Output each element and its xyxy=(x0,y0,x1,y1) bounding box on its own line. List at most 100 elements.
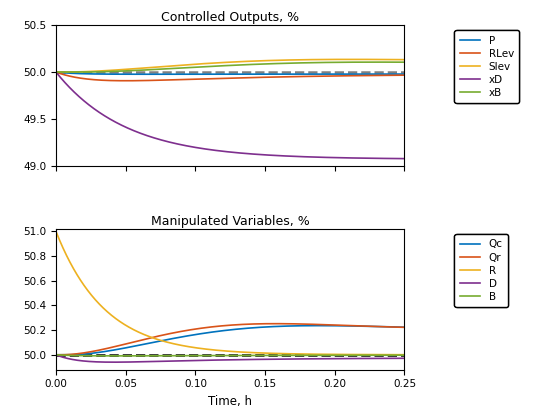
Slev xyxy=(324,57,331,62)
Legend: P, RLev, Slev, xD, xB: P, RLev, Slev, xD, xB xyxy=(455,30,519,103)
xD xyxy=(324,155,331,160)
Qr xyxy=(53,352,59,357)
R xyxy=(88,293,95,298)
D xyxy=(401,356,408,361)
xD xyxy=(194,145,200,150)
R xyxy=(330,352,337,357)
P xyxy=(147,72,154,77)
B xyxy=(401,353,408,358)
Qr xyxy=(272,321,279,326)
B xyxy=(325,353,332,358)
xB xyxy=(292,60,298,66)
Slev xyxy=(330,57,337,62)
D xyxy=(88,359,95,364)
Qc xyxy=(194,332,200,337)
Qr xyxy=(194,326,200,331)
xD xyxy=(292,154,298,159)
Qr xyxy=(292,321,299,326)
RLev xyxy=(331,74,338,79)
P xyxy=(53,70,59,75)
Qr xyxy=(325,322,332,327)
xD xyxy=(401,156,408,161)
xD xyxy=(206,147,213,152)
B xyxy=(114,353,120,358)
B xyxy=(331,353,338,358)
xD xyxy=(330,155,337,160)
Slev xyxy=(348,57,355,62)
R xyxy=(194,345,200,350)
RLev xyxy=(325,74,332,79)
xD xyxy=(53,70,59,75)
Qr xyxy=(88,349,95,354)
R xyxy=(401,352,408,357)
Slev xyxy=(206,61,213,66)
R xyxy=(53,229,59,234)
P xyxy=(207,72,213,77)
R xyxy=(324,352,331,357)
Slev xyxy=(88,69,95,74)
Qc xyxy=(331,323,338,328)
D xyxy=(194,358,200,363)
RLev xyxy=(401,73,408,78)
xB xyxy=(373,60,380,65)
Line: Qc: Qc xyxy=(56,326,404,355)
xD xyxy=(88,105,95,110)
Qr xyxy=(401,325,408,330)
Line: B: B xyxy=(56,355,404,356)
Qc xyxy=(325,323,332,328)
RLev xyxy=(207,76,213,81)
Qc xyxy=(292,323,298,328)
Qc xyxy=(401,325,408,330)
Qc xyxy=(315,323,322,328)
Qc xyxy=(88,351,95,356)
D xyxy=(331,356,338,361)
Line: Qr: Qr xyxy=(56,324,404,355)
Qr xyxy=(331,323,338,328)
Qr xyxy=(206,325,213,330)
xB xyxy=(88,69,95,74)
Line: R: R xyxy=(56,231,404,355)
Line: Slev: Slev xyxy=(56,59,404,72)
xB xyxy=(53,70,59,75)
RLev xyxy=(53,70,59,75)
D xyxy=(110,360,117,365)
Legend: Qc, Qr, R, D, B: Qc, Qr, R, D, B xyxy=(455,234,508,307)
D xyxy=(292,357,299,362)
Slev xyxy=(292,58,298,63)
Line: xB: xB xyxy=(56,62,404,72)
P xyxy=(331,71,338,76)
Slev xyxy=(53,70,59,75)
RLev xyxy=(88,77,95,82)
RLev xyxy=(194,76,200,81)
xB xyxy=(194,65,200,70)
Qc xyxy=(53,352,59,357)
Line: D: D xyxy=(56,355,404,362)
xB xyxy=(401,60,408,65)
B xyxy=(207,353,213,358)
xB xyxy=(324,60,331,65)
Title: Manipulated Variables, %: Manipulated Variables, % xyxy=(151,215,310,228)
R xyxy=(206,347,213,352)
P xyxy=(88,71,95,76)
P xyxy=(194,72,200,77)
P xyxy=(325,71,332,76)
xB xyxy=(330,60,337,65)
D xyxy=(207,358,213,363)
D xyxy=(325,356,332,361)
B xyxy=(53,352,59,357)
RLev xyxy=(292,74,299,79)
Slev xyxy=(401,57,408,62)
B xyxy=(194,353,200,358)
Line: xD: xD xyxy=(56,72,404,159)
Line: RLev: RLev xyxy=(56,72,404,81)
X-axis label: Time, h: Time, h xyxy=(208,395,252,408)
D xyxy=(53,352,59,357)
Qc xyxy=(206,330,213,335)
xB xyxy=(206,64,213,69)
P xyxy=(292,71,299,76)
R xyxy=(292,352,298,357)
P xyxy=(401,71,408,76)
Line: P: P xyxy=(56,72,404,74)
Title: Controlled Outputs, %: Controlled Outputs, % xyxy=(161,11,299,24)
Slev xyxy=(194,62,200,67)
